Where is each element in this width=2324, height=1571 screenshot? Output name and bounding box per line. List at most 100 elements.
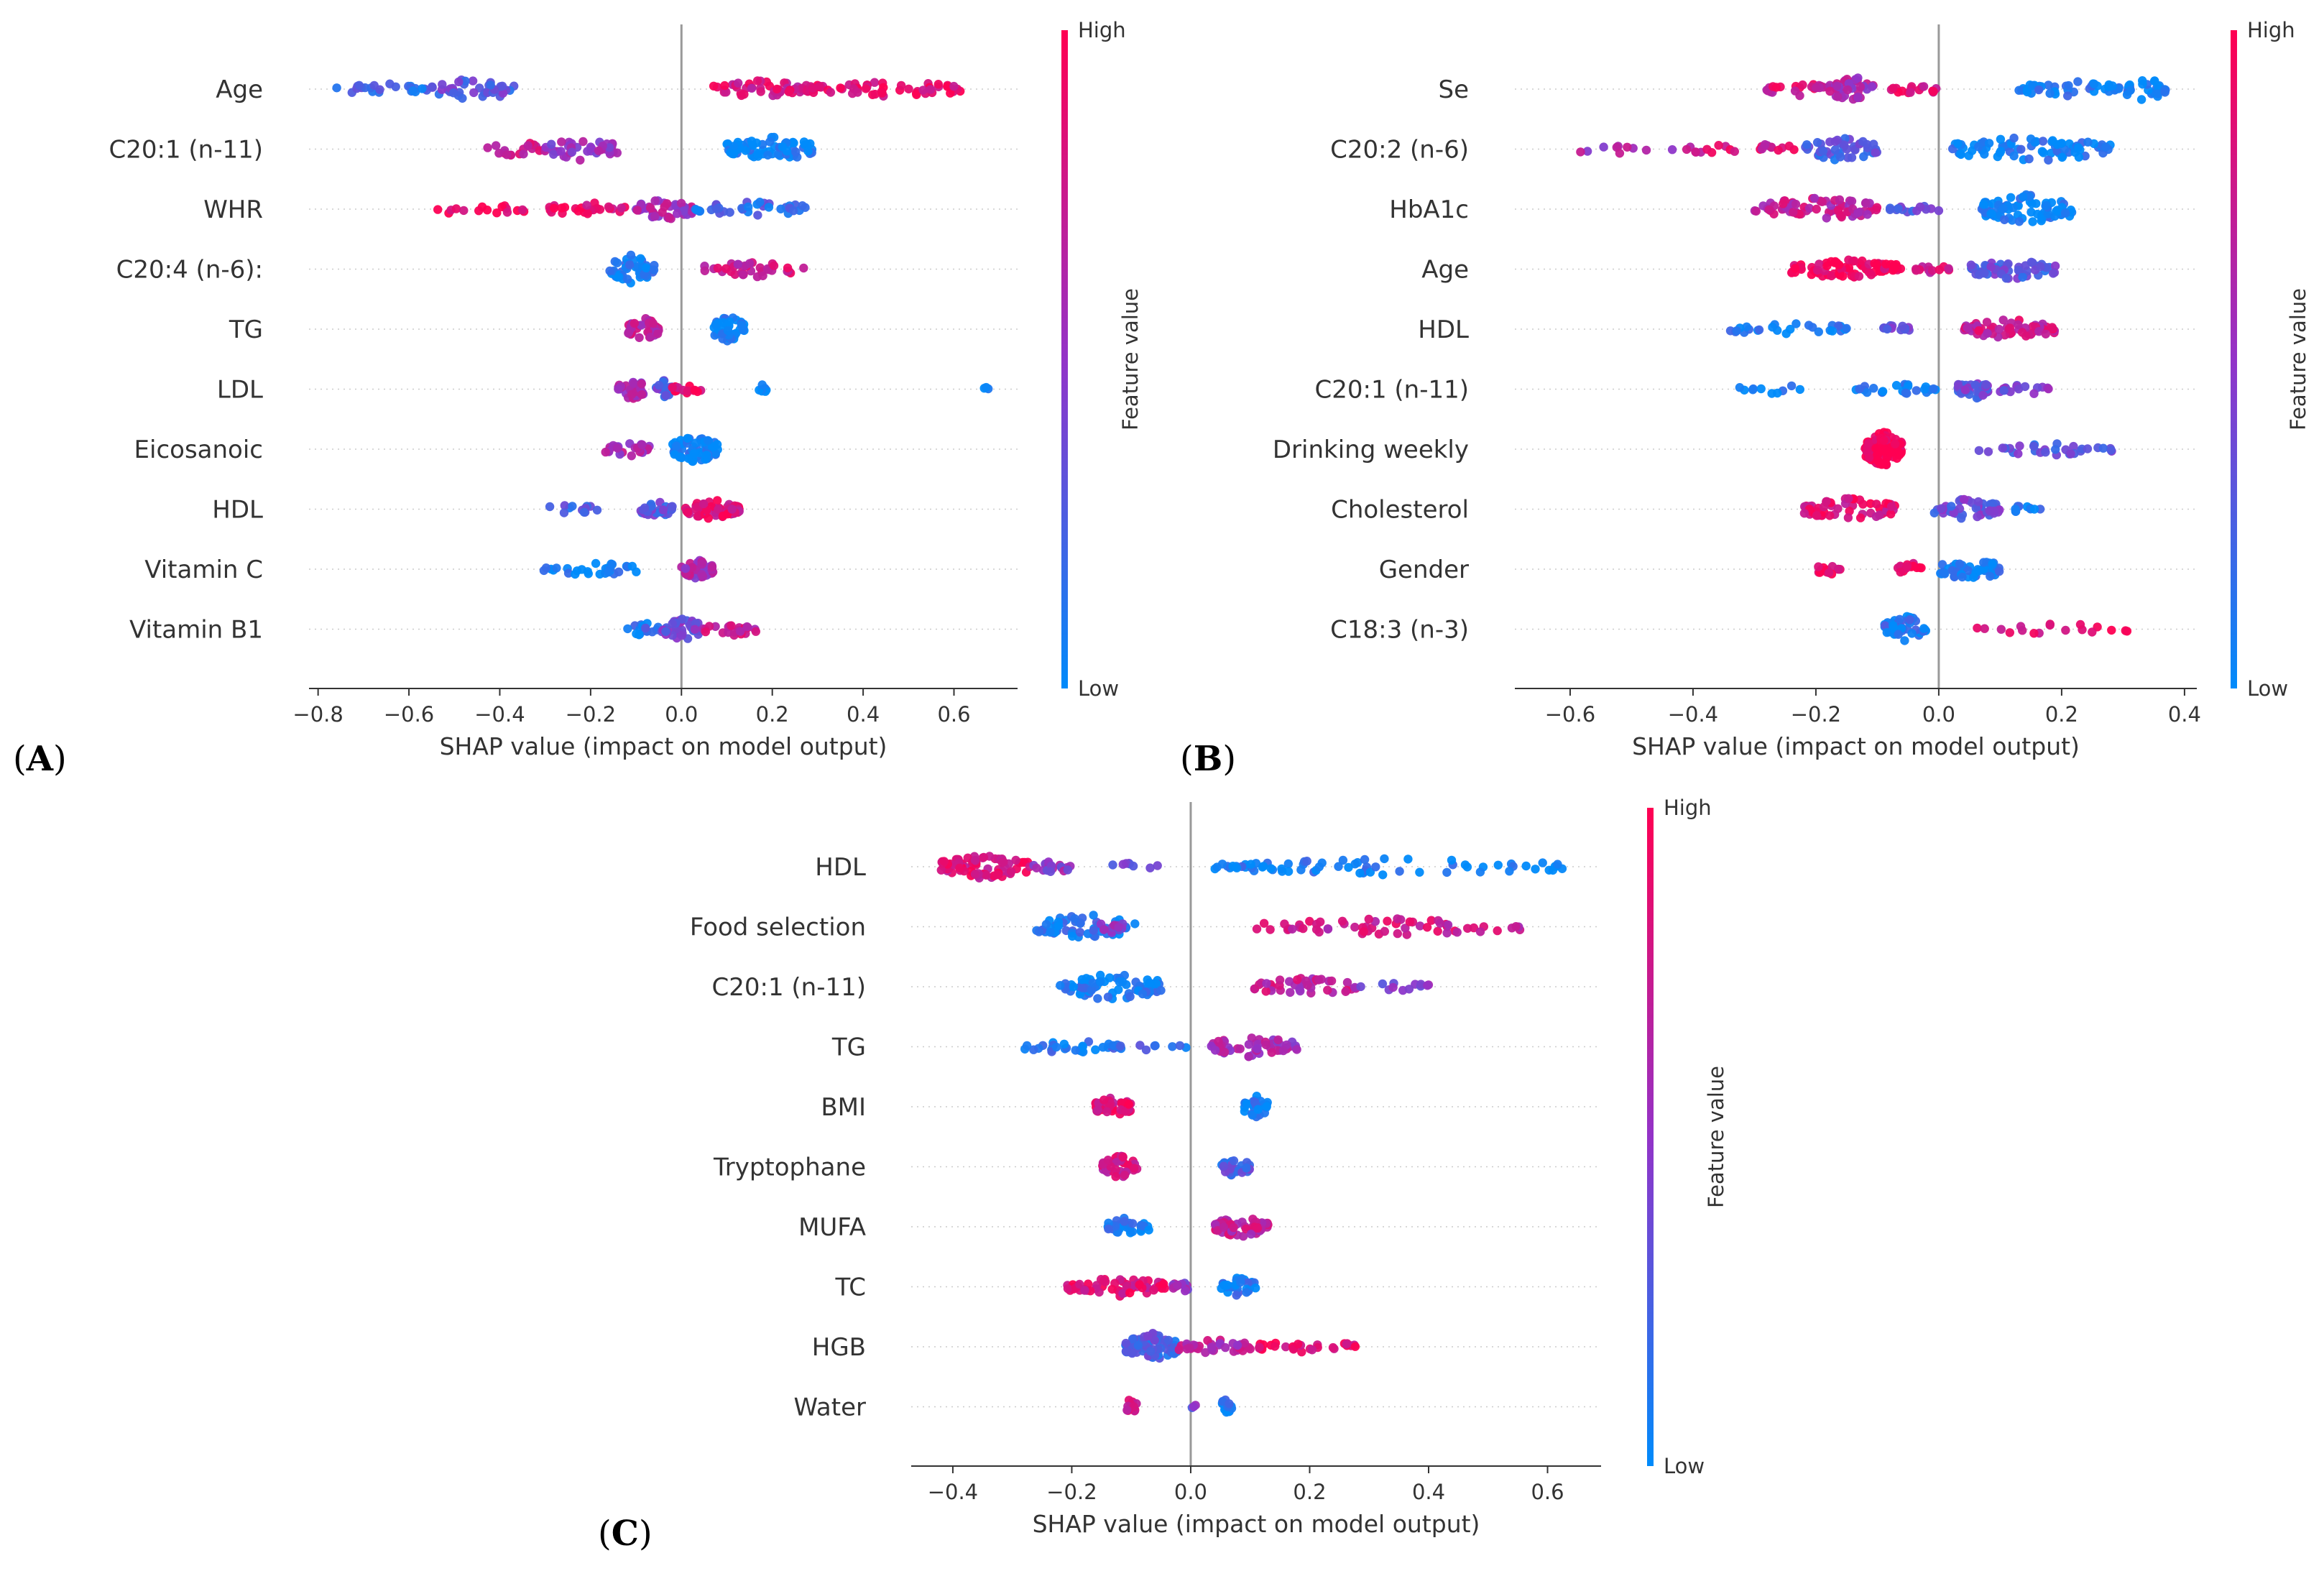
shap-point	[1999, 386, 2009, 395]
shap-point	[2153, 89, 2163, 98]
shap-point	[1070, 914, 1079, 923]
feature-label: C20:2 (n-6)	[1330, 136, 1469, 165]
shap-point	[1056, 981, 1065, 990]
shap-point	[1969, 573, 1978, 582]
shap-point	[1235, 1044, 1245, 1054]
shap-point	[1505, 867, 1514, 876]
shap-point	[1144, 1225, 1153, 1235]
shap-point	[2074, 152, 2084, 162]
shap-point	[583, 147, 592, 156]
shap-point	[1730, 147, 1739, 156]
shap-point	[2036, 262, 2045, 272]
shap-point	[1986, 262, 1996, 272]
shap-point	[1293, 975, 1302, 985]
shap-point	[676, 198, 686, 208]
shap-point	[1422, 923, 1432, 932]
shap-point	[1091, 1045, 1100, 1054]
shap-point	[2073, 143, 2083, 152]
shap-point	[1822, 213, 1831, 223]
shap-point	[1116, 1041, 1125, 1051]
shap-point	[1114, 923, 1123, 932]
shap-point	[1812, 138, 1822, 147]
shap-point	[1959, 494, 1969, 505]
shap-point	[1974, 326, 1983, 336]
feature-label: Drinking weekly	[1273, 436, 1469, 464]
shap-point	[1979, 558, 1988, 567]
x-axis-title: SHAP value (impact on model output)	[440, 732, 887, 760]
shap-point	[1475, 927, 1485, 936]
shap-point	[646, 332, 655, 342]
feature-label: TC	[834, 1273, 866, 1302]
shap-point	[1906, 88, 1915, 97]
shap-point	[1714, 141, 1723, 150]
shap-point	[668, 382, 677, 392]
shap-point	[1122, 980, 1131, 990]
shap-point	[1881, 621, 1890, 630]
shap-point	[1041, 920, 1051, 929]
colorbar-low-label: Low	[2247, 676, 2288, 701]
shap-point	[949, 81, 959, 91]
shap-point	[1380, 926, 1390, 936]
shap-point	[623, 624, 632, 634]
shap-point	[1860, 198, 1871, 208]
x-tick-label: 0.4	[1412, 1480, 1445, 1504]
shap-point	[637, 440, 647, 449]
shap-point	[1248, 1110, 1258, 1120]
shap-point	[753, 149, 762, 159]
shap-point	[1735, 383, 1745, 392]
shap-point	[1853, 73, 1863, 83]
shap-point	[2042, 201, 2051, 211]
shap-point	[1996, 625, 2006, 634]
feature-label: HDL	[212, 496, 263, 525]
shap-point	[557, 137, 566, 147]
shap-point	[1958, 572, 1967, 582]
shap-point	[755, 198, 765, 207]
shap-point	[1493, 926, 1502, 936]
shap-point	[591, 558, 601, 568]
feature-swarm-tc	[1063, 1273, 1260, 1301]
shap-point	[559, 508, 569, 517]
shap-point	[649, 265, 659, 275]
shap-point	[1960, 385, 1970, 395]
shap-point	[1034, 927, 1044, 936]
shap-point	[970, 855, 980, 865]
shap-point	[1130, 919, 1140, 929]
shap-point	[744, 259, 755, 268]
feature-swarm-mufa	[1103, 1213, 1273, 1241]
x-tick-label: −0.2	[566, 702, 616, 727]
shap-point	[1253, 1044, 1262, 1054]
shap-point	[433, 205, 443, 214]
shap-point	[1006, 867, 1016, 876]
shap-point	[1173, 1281, 1182, 1290]
shap-point	[1812, 204, 1821, 214]
shap-point	[2037, 147, 2047, 156]
shap-point	[1988, 559, 1997, 568]
shap-point	[1115, 977, 1125, 987]
shap-point	[1929, 86, 1938, 96]
shap-point	[1886, 510, 1896, 519]
shap-point	[738, 270, 748, 280]
shap-point	[1316, 917, 1325, 927]
x-axis-title: SHAP value (impact on model output)	[1033, 1510, 1480, 1538]
shap-point	[1919, 624, 1929, 633]
shap-point	[2014, 86, 2024, 95]
feature-label: C18:3 (n-3)	[1330, 616, 1469, 645]
shap-point	[1742, 322, 1751, 331]
shap-point	[681, 563, 691, 573]
shap-point	[1265, 925, 1275, 934]
shap-point	[1295, 985, 1304, 994]
shap-point	[632, 629, 641, 639]
shap-point	[2107, 625, 2116, 635]
shap-point	[1982, 318, 1992, 327]
shap-point	[1531, 865, 1540, 874]
shap-point	[584, 569, 593, 579]
shap-point	[1181, 1286, 1190, 1296]
shap-point	[1063, 1284, 1073, 1294]
shap-point	[594, 146, 604, 155]
shap-point	[632, 206, 642, 215]
shap-point	[1151, 979, 1161, 989]
shap-point	[2029, 441, 2039, 451]
shap-point	[1405, 917, 1415, 926]
feature-label: Food selection	[690, 913, 866, 942]
shap-point	[1896, 448, 1906, 459]
